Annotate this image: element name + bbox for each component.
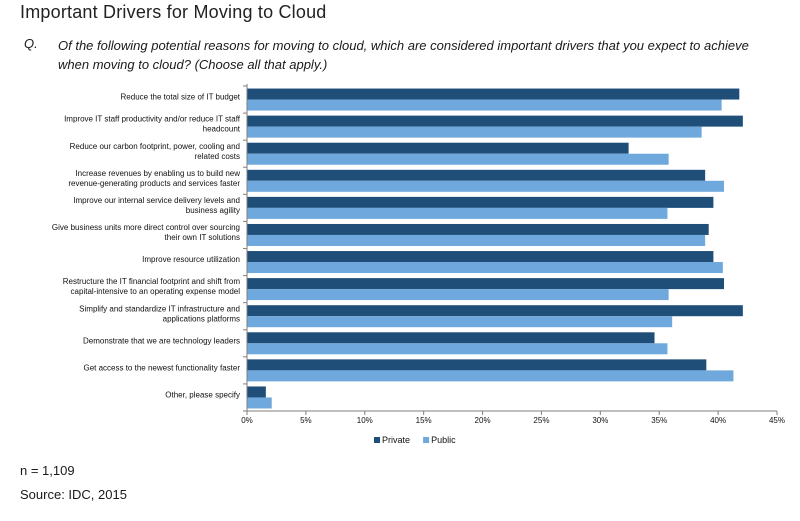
bar-public-8 <box>247 316 673 328</box>
bar-public-0 <box>247 99 722 111</box>
x-tick-label: 45% <box>769 416 785 425</box>
x-tick-label: 15% <box>416 416 432 425</box>
category-label: Other, please specify <box>165 391 240 400</box>
category-label: revenue-generating products and services… <box>68 179 240 188</box>
x-tick-label: 20% <box>475 416 491 425</box>
bars <box>247 88 743 409</box>
bar-public-10 <box>247 370 734 382</box>
source-note: Source: IDC, 2015 <box>20 487 127 502</box>
bar-private-9 <box>247 332 655 344</box>
bar-private-0 <box>247 88 740 100</box>
legend-label-private: Private <box>382 435 410 445</box>
chart-title: Important Drivers for Moving to Cloud <box>20 2 327 22</box>
category-label: applications platforms <box>163 314 240 323</box>
legend-swatch-private <box>374 437 380 443</box>
x-tick-label: 30% <box>592 416 608 425</box>
bar-private-11 <box>247 386 266 398</box>
bar-public-6 <box>247 262 723 274</box>
x-tick-label: 40% <box>710 416 726 425</box>
bar-public-4 <box>247 207 668 219</box>
bar-public-7 <box>247 289 669 301</box>
category-label: Improve resource utilization <box>142 255 240 264</box>
bar-private-6 <box>247 251 714 263</box>
category-label: Improve IT staff productivity and/or red… <box>64 115 241 124</box>
category-label: Improve our internal service delivery le… <box>73 196 240 205</box>
bar-public-5 <box>247 234 706 246</box>
bar-public-1 <box>247 126 702 138</box>
category-label: Reduce the total size of IT budget <box>121 93 241 102</box>
bar-public-2 <box>247 153 669 165</box>
legend-label-public: Public <box>431 435 456 445</box>
bar-public-11 <box>247 397 272 409</box>
x-tick-label: 35% <box>651 416 667 425</box>
category-label: Restructure the IT financial footprint a… <box>63 277 241 286</box>
bar-private-2 <box>247 142 629 154</box>
x-tick-label: 25% <box>533 416 549 425</box>
sample-size-note: n = 1,109 <box>20 463 75 478</box>
question-label: Q. <box>24 36 38 51</box>
bar-private-4 <box>247 196 714 208</box>
bar-public-3 <box>247 180 724 192</box>
category-label: related costs <box>195 152 240 161</box>
x-tick-label: 5% <box>300 416 312 425</box>
axes: 0% 5% 10% 15% 20% 25% 30% 35% 40% 45% <box>241 84 785 425</box>
category-label: headcount <box>203 125 241 134</box>
x-tick-label: 10% <box>357 416 373 425</box>
category-labels: Reduce the total size of IT budget Improv… <box>52 93 241 400</box>
bar-public-9 <box>247 343 668 355</box>
category-label: Reduce our carbon footprint, power, cool… <box>70 142 240 151</box>
bar-private-5 <box>247 223 709 235</box>
category-label: Give business units more direct control … <box>52 223 240 232</box>
category-label: Increase revenues by enabling us to buil… <box>75 169 240 178</box>
bar-private-1 <box>247 115 743 127</box>
bar-private-8 <box>247 305 743 317</box>
legend-swatch-public <box>423 437 430 443</box>
category-label: capital-intensive to an operating expens… <box>71 287 241 296</box>
bar-private-3 <box>247 169 706 181</box>
x-tick-label: 0% <box>241 416 253 425</box>
category-label: Simplify and standardize IT infrastructu… <box>79 304 240 313</box>
category-label: Demonstrate that we are technology leade… <box>83 336 240 345</box>
category-label: business agility <box>186 206 240 215</box>
bar-private-7 <box>247 278 724 290</box>
category-label: their own IT solutions <box>165 233 240 242</box>
bar-private-10 <box>247 359 707 371</box>
question-text: Of the following potential reasons for m… <box>58 38 749 72</box>
category-label: Get access to the newest functionality f… <box>83 363 240 372</box>
legend: Private Public <box>374 435 456 445</box>
